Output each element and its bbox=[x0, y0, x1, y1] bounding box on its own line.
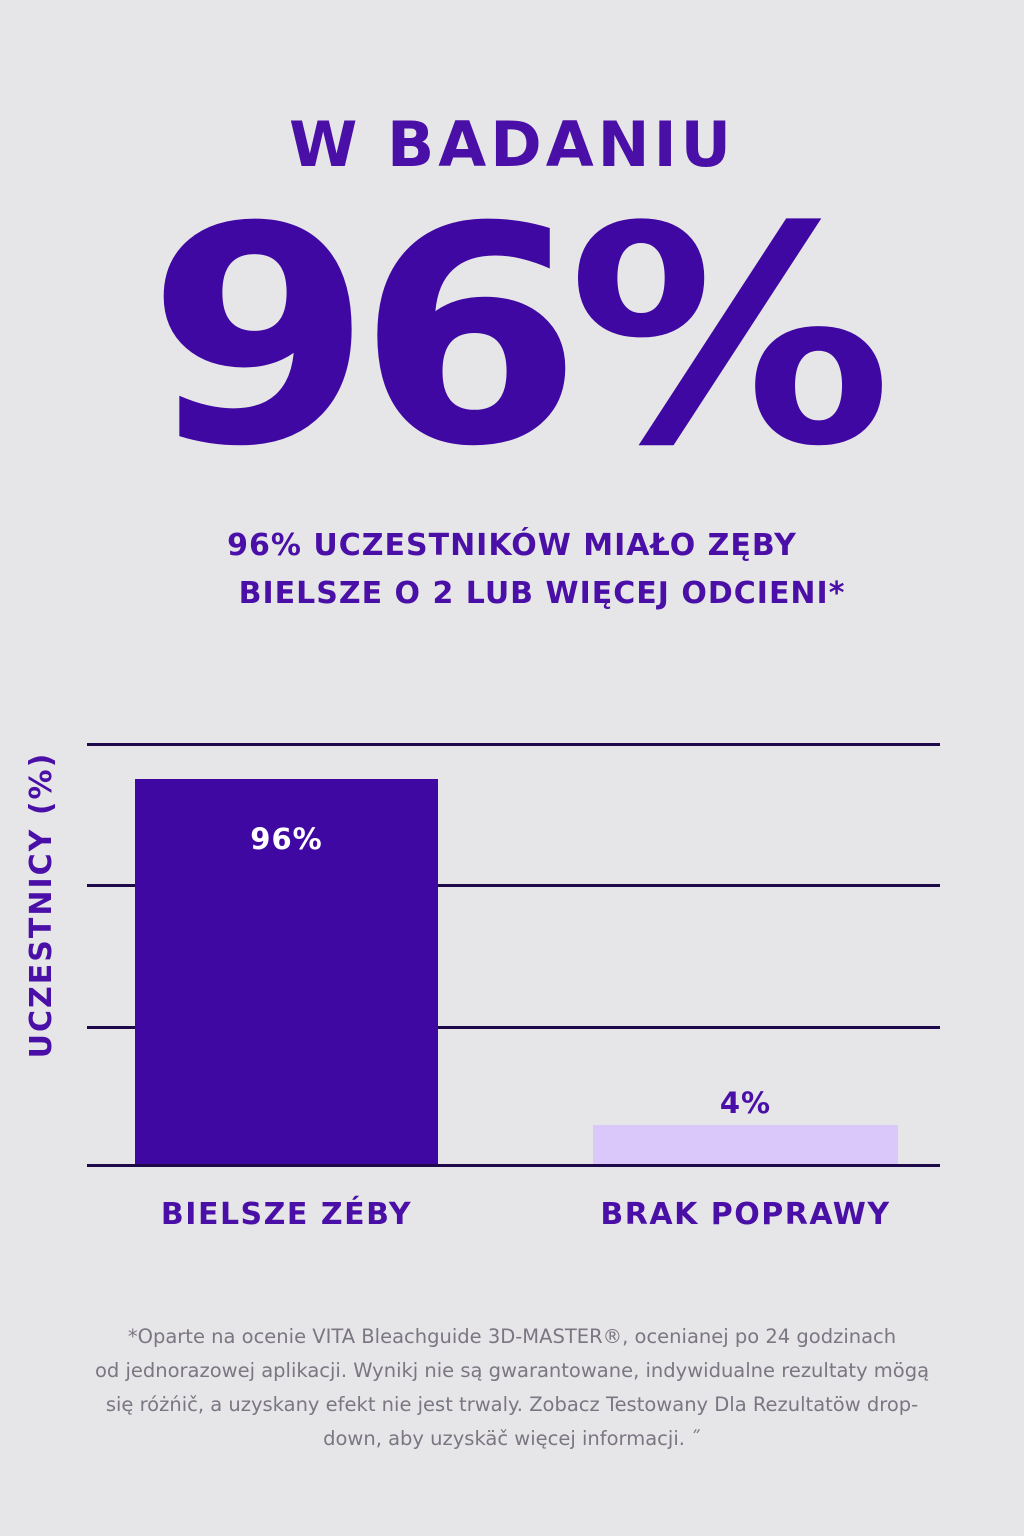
gridline-100 bbox=[87, 743, 940, 746]
gridline-33 bbox=[87, 1026, 940, 1029]
footnote-line: od jednorazowej aplikacji. Wynikj nie są… bbox=[94, 1359, 930, 1382]
footnote-line: down, aby uzyskäč więcej informacji. ˝ bbox=[323, 1427, 701, 1450]
subtitle-line-2: BIELSZE O 2 LUB WIĘCEJ ODCIENI* bbox=[238, 576, 846, 611]
category-label: BRAK POPRAWY bbox=[600, 1197, 891, 1232]
headline-percentage: 96% bbox=[146, 163, 892, 512]
gridline-66 bbox=[87, 884, 940, 887]
kicker-heading: W BADANIU bbox=[289, 108, 735, 181]
bar-value-label: 4% bbox=[719, 1086, 772, 1120]
bar-value-label: 96% bbox=[250, 822, 323, 856]
footnote-line: się różńič, a uzyskany efekt nie jest tr… bbox=[105, 1393, 919, 1416]
bar-whiter-teeth bbox=[135, 779, 438, 1165]
subtitle-line-1: 96% UCZESTNIKÓW MIAŁO ZĘBY bbox=[227, 528, 797, 563]
category-label: BIELSZE ZÉBY bbox=[160, 1197, 413, 1232]
footnote-line: *Oparte na ocenie VITA Bleachguide 3D-MA… bbox=[127, 1325, 897, 1348]
y-axis-label: UCZESTNICY (%) bbox=[24, 751, 59, 1059]
x-axis-baseline bbox=[87, 1164, 940, 1167]
disclaimer-footnote: *Oparte na ocenie VITA Bleachguide 3D-MA… bbox=[30, 1320, 994, 1456]
bar-no-improvement bbox=[593, 1125, 898, 1165]
